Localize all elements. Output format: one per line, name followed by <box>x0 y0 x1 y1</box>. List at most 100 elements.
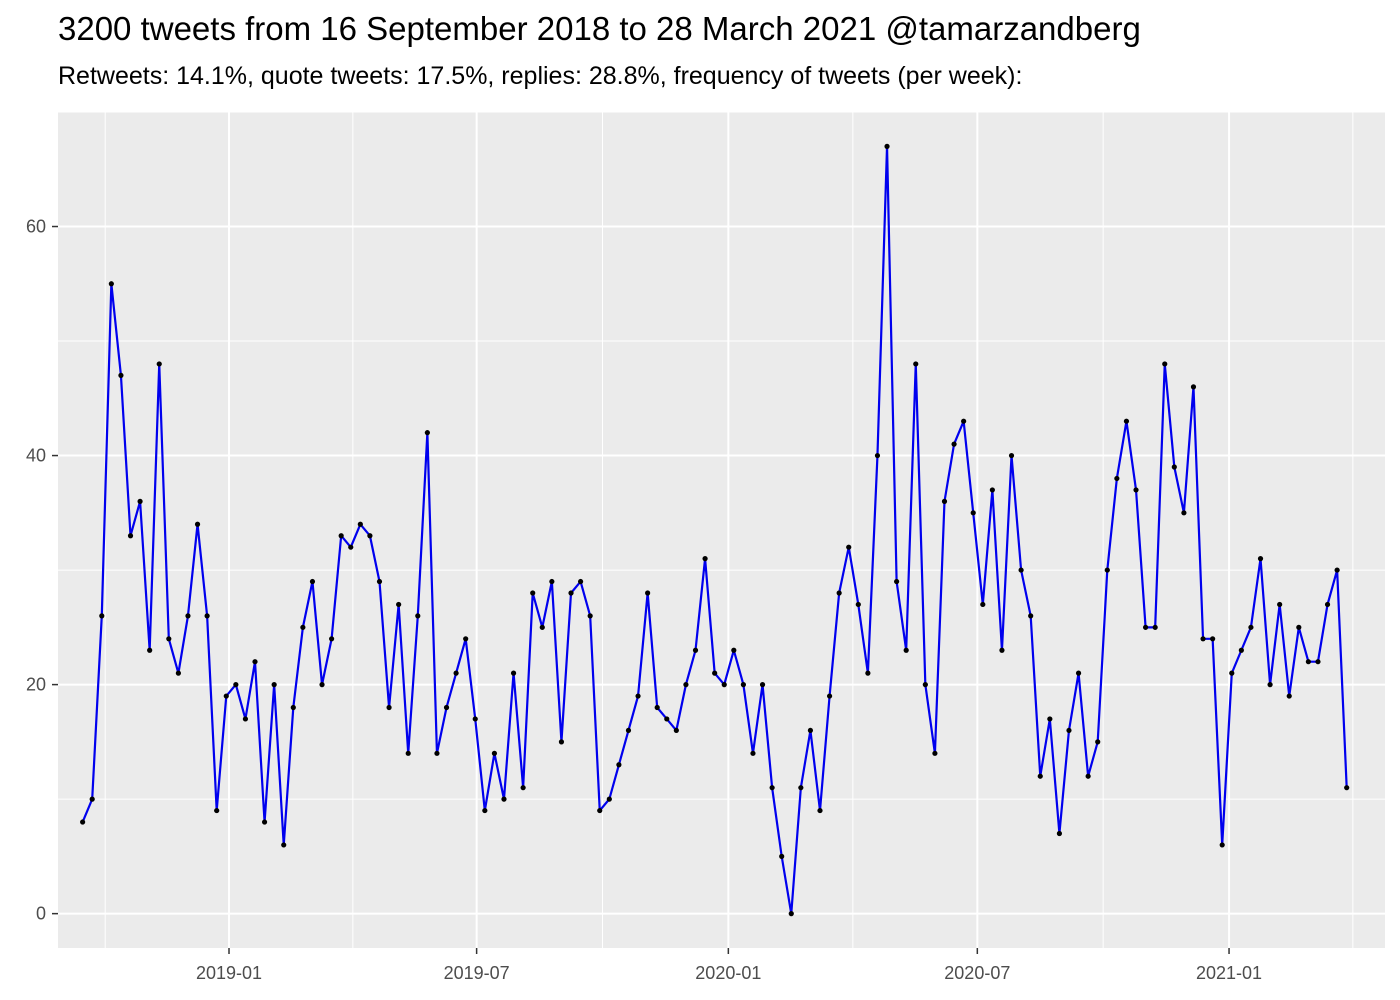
data-point <box>1171 464 1177 470</box>
data-point <box>702 556 708 562</box>
data-point <box>539 624 545 630</box>
data-point <box>587 613 593 619</box>
data-point <box>99 613 105 619</box>
data-point <box>300 624 306 630</box>
data-point <box>1286 693 1292 699</box>
data-point <box>721 682 727 688</box>
data-point <box>616 762 622 768</box>
data-point <box>424 430 430 436</box>
data-point <box>1028 613 1034 619</box>
data-point <box>386 704 392 711</box>
data-point <box>137 498 143 504</box>
data-point <box>338 533 344 539</box>
data-point <box>558 739 565 745</box>
data-point <box>759 682 766 688</box>
data-point <box>692 647 699 653</box>
y-tick-label: 40 <box>26 446 46 466</box>
data-point <box>961 418 967 424</box>
data-point <box>1085 773 1091 779</box>
data-point <box>1152 624 1158 630</box>
data-point <box>242 716 249 722</box>
data-point <box>501 796 507 802</box>
data-point <box>1037 773 1043 779</box>
data-point <box>1238 647 1244 653</box>
data-point <box>1229 670 1235 676</box>
data-point <box>884 143 890 149</box>
data-point <box>1104 567 1110 573</box>
data-point <box>568 590 574 596</box>
data-point <box>625 727 632 734</box>
data-point <box>147 647 153 653</box>
data-point <box>683 682 689 688</box>
data-point <box>261 819 268 825</box>
data-point <box>1315 659 1321 665</box>
y-tick-label: 20 <box>26 675 46 695</box>
data-point <box>635 693 641 699</box>
data-point <box>750 750 756 756</box>
data-point <box>1095 739 1101 745</box>
data-point <box>597 807 603 814</box>
data-point <box>204 613 210 619</box>
data-point <box>779 853 785 859</box>
y-tick-label: 60 <box>26 217 46 237</box>
data-point <box>348 544 354 550</box>
data-point <box>434 750 440 756</box>
data-point <box>453 670 459 676</box>
data-point <box>1114 475 1120 482</box>
data-point <box>1334 567 1340 573</box>
data-point <box>463 636 469 642</box>
data-point <box>865 670 871 676</box>
data-point <box>530 590 536 596</box>
data-point <box>252 659 258 665</box>
data-point <box>367 533 373 539</box>
data-point <box>223 693 229 699</box>
data-point <box>740 682 746 688</box>
x-tick-label: 2020-01 <box>695 963 761 983</box>
data-point <box>233 682 239 688</box>
data-point <box>922 682 928 688</box>
data-point <box>989 487 995 493</box>
plot-panel <box>58 112 1385 948</box>
data-point <box>941 498 948 504</box>
x-tick-label: 2019-07 <box>444 963 510 983</box>
data-point <box>281 842 287 848</box>
data-point <box>472 716 478 722</box>
data-point <box>549 578 555 585</box>
data-point <box>118 372 124 378</box>
x-tick-label: 2019-01 <box>196 963 262 983</box>
major-gridlines <box>58 112 1385 948</box>
chart-title: 3200 tweets from 16 September 2018 to 28… <box>58 10 1141 47</box>
data-point <box>577 578 584 585</box>
data-point <box>807 727 814 734</box>
data-point <box>1210 636 1216 642</box>
data-point <box>290 704 296 711</box>
minor-gridlines <box>58 111 1385 948</box>
data-point <box>405 750 411 756</box>
data-point <box>175 670 181 676</box>
data-point <box>510 670 517 676</box>
data-point <box>1133 487 1139 493</box>
data-point <box>788 911 794 917</box>
data-point <box>108 281 114 287</box>
data-point <box>127 533 134 539</box>
y-tick-label: 0 <box>36 904 46 924</box>
data-point <box>913 361 919 367</box>
data-point <box>769 785 775 791</box>
data-point <box>846 544 852 550</box>
data-point <box>396 601 402 608</box>
points-layer <box>80 143 1350 917</box>
data-point <box>1123 418 1130 424</box>
data-point <box>1190 384 1197 390</box>
data-point <box>309 578 316 585</box>
data-point <box>491 750 498 756</box>
data-point <box>166 636 172 642</box>
data-point <box>1200 636 1206 642</box>
data-point <box>1066 727 1072 734</box>
data-point <box>1018 567 1024 573</box>
data-point <box>80 819 86 825</box>
data-point <box>654 704 660 711</box>
data-point <box>1257 556 1264 562</box>
data-point <box>932 750 938 756</box>
data-point <box>1248 624 1254 630</box>
